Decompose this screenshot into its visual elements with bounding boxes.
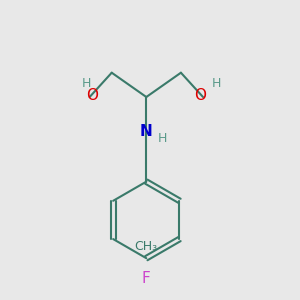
Text: O: O [194,88,206,103]
Text: H: H [81,77,91,90]
Text: F: F [142,271,151,286]
Text: N: N [140,124,153,139]
Text: O: O [87,88,99,103]
Text: CH₃: CH₃ [134,240,158,253]
Text: H: H [212,77,221,90]
Text: H: H [158,133,167,146]
